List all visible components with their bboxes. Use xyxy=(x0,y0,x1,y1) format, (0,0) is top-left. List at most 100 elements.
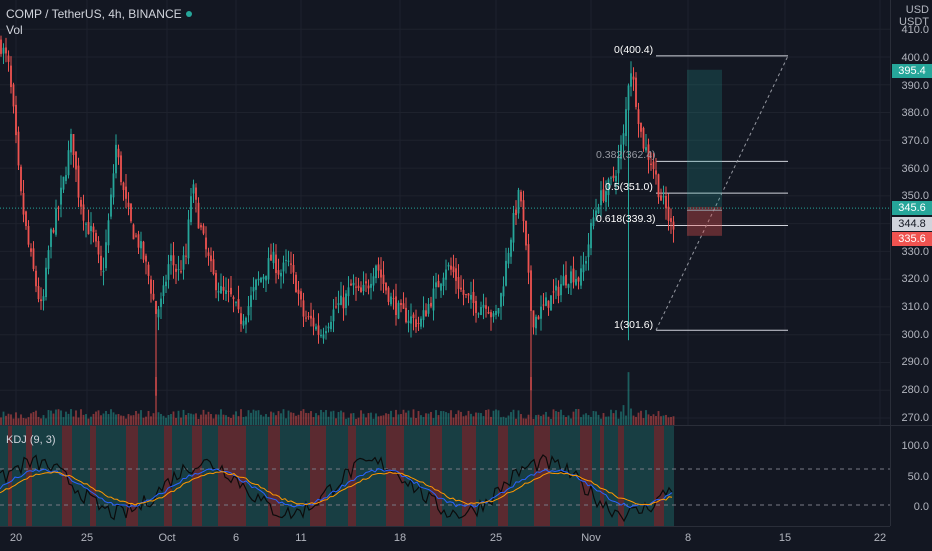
volume-bar xyxy=(335,418,337,425)
volume-bar xyxy=(167,414,170,425)
volume-bar xyxy=(160,413,162,425)
candle-body xyxy=(615,175,617,182)
volume-bar xyxy=(117,414,120,425)
volume-bar xyxy=(5,415,7,425)
candle-body xyxy=(7,55,10,62)
kdj-chart[interactable] xyxy=(0,426,890,526)
volume-bar xyxy=(525,418,527,425)
volume-bar xyxy=(585,413,587,425)
volume-bar xyxy=(82,414,85,425)
volume-bar xyxy=(75,410,77,425)
candle-body xyxy=(207,252,210,256)
price-chart-pane[interactable] xyxy=(0,0,890,425)
candle-body xyxy=(47,250,50,269)
fib-level-0-label: 0(400.4) xyxy=(614,44,654,56)
volume-bar xyxy=(140,410,142,425)
volume-bar xyxy=(95,411,97,425)
volume-bar xyxy=(237,416,240,425)
candle-body xyxy=(245,317,247,325)
volume-bar xyxy=(80,409,82,425)
volume-bar xyxy=(60,410,62,425)
candle-body xyxy=(17,131,20,166)
candle-body xyxy=(635,77,637,107)
volume-bar xyxy=(580,417,582,425)
candle-body xyxy=(555,285,557,291)
candle-body xyxy=(372,276,375,286)
candle-body xyxy=(362,284,365,291)
fib-level-1-label: 1(301.6) xyxy=(614,319,654,331)
candle-body xyxy=(537,316,540,320)
volume-bar xyxy=(447,413,450,425)
volume-bar xyxy=(652,414,655,425)
volume-bar xyxy=(625,415,627,425)
volume-bar xyxy=(507,415,510,425)
currency-label-usd: USD xyxy=(905,4,929,16)
volume-bar xyxy=(587,415,590,425)
candle-body xyxy=(277,270,280,275)
volume-bar xyxy=(225,415,227,425)
currency-label-usdt: USDT xyxy=(899,16,929,28)
candle-body xyxy=(377,264,380,271)
volume-bar xyxy=(647,414,650,425)
candle-body xyxy=(500,293,502,307)
candle-body xyxy=(50,229,52,247)
candle-body xyxy=(212,259,215,275)
candlestick-chart[interactable] xyxy=(0,0,890,425)
candle-body xyxy=(540,306,542,319)
kdj-tick: 50.0 xyxy=(907,471,929,483)
kdj-zone xyxy=(90,426,96,526)
volume-label[interactable]: Vol xyxy=(6,23,23,37)
candle-body xyxy=(67,150,70,176)
candle-body xyxy=(287,260,290,262)
candle-body xyxy=(275,254,277,274)
candle-body xyxy=(52,229,55,233)
candle-body xyxy=(665,195,667,209)
volume-bar xyxy=(565,417,567,425)
candle-body xyxy=(662,196,665,198)
volume-bar xyxy=(15,412,17,425)
kdj-zone xyxy=(618,426,624,526)
volume-bar xyxy=(572,411,575,425)
pane-separator[interactable] xyxy=(0,425,932,426)
volume-bar xyxy=(307,413,310,425)
volume-bar xyxy=(465,415,467,425)
volume-bar xyxy=(560,409,562,425)
volume-bar xyxy=(487,409,490,425)
volume-bar xyxy=(77,417,80,425)
volume-bar xyxy=(347,417,350,425)
symbol-title[interactable]: COMP / TetherUS, 4h, BINANCE xyxy=(6,7,196,21)
candle-body xyxy=(445,269,447,280)
candle-body xyxy=(62,176,65,190)
price-tick: 380.0 xyxy=(901,107,929,119)
volume-bar xyxy=(272,412,275,425)
candle-body xyxy=(92,226,95,233)
volume-bar xyxy=(642,418,645,425)
volume-bar xyxy=(32,412,35,425)
stop-price-badge: 335.6 xyxy=(892,232,932,246)
candle-body xyxy=(282,262,285,272)
candle-body xyxy=(150,279,152,294)
candle-body xyxy=(597,207,600,214)
candle-body xyxy=(670,218,672,222)
volume-bar xyxy=(490,416,492,425)
kdj-indicator-pane[interactable] xyxy=(0,426,890,526)
volume-bar xyxy=(287,410,290,425)
candle-body xyxy=(220,286,222,294)
candle-body xyxy=(485,305,487,309)
candle-body xyxy=(42,296,45,301)
volume-bar xyxy=(320,409,322,425)
candle-body xyxy=(390,296,392,305)
candle-body xyxy=(110,194,112,217)
volume-bar xyxy=(417,411,420,425)
price-tick: 400.0 xyxy=(901,52,929,64)
candle-body xyxy=(177,269,180,271)
kdj-zone xyxy=(550,426,580,526)
candle-body xyxy=(515,209,517,216)
volume-bar xyxy=(535,415,537,425)
kdj-label[interactable]: KDJ (9, 3) xyxy=(6,434,56,446)
time-axis[interactable]: 20 25 Oct 6 11 18 25 Nov 8 15 22 xyxy=(0,526,890,551)
volume-bar xyxy=(35,410,37,425)
price-axis[interactable]: USD USDT 410.0 400.0 390.0 380.0 370.0 3… xyxy=(890,0,932,526)
volume-bar xyxy=(350,413,352,425)
volume-bar xyxy=(27,417,30,425)
